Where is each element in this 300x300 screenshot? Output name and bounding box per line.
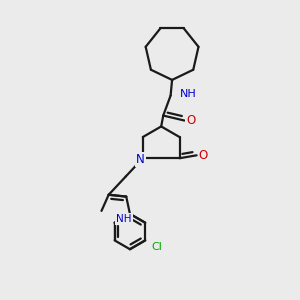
Text: O: O (199, 149, 208, 162)
Text: NH: NH (180, 89, 197, 99)
Text: NH: NH (116, 214, 132, 224)
Text: N: N (136, 153, 145, 166)
Text: O: O (186, 114, 196, 127)
Text: Cl: Cl (151, 242, 162, 252)
